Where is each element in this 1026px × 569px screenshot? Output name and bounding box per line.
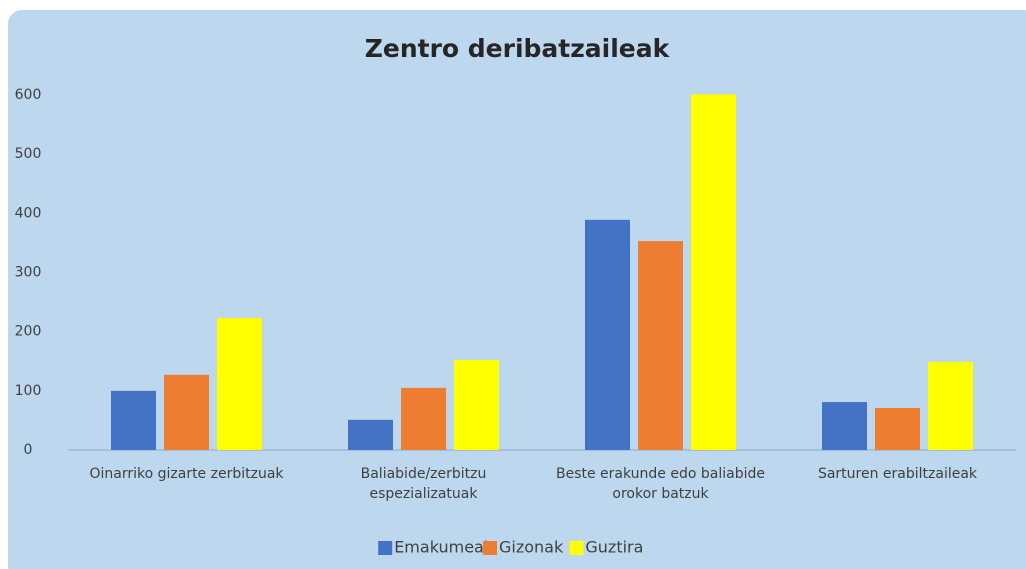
bar [401, 387, 446, 450]
y-tick-label: 400 [15, 205, 42, 221]
bar [691, 94, 736, 451]
bar [111, 390, 156, 450]
bar [822, 402, 867, 450]
x-tick-label: Baliabide/zerbitzu espezializatuak [360, 466, 487, 502]
x-tick-label: Oinarriko gizarte zerbitzuak [89, 466, 284, 482]
bar [638, 241, 683, 450]
y-tick-label: 500 [15, 146, 42, 162]
bar [928, 361, 973, 450]
chart-title: Zentro deribatzaileak [365, 34, 671, 63]
y-tick-label: 300 [15, 265, 42, 281]
bar [164, 374, 209, 450]
bar [875, 407, 920, 450]
y-tick-label: 100 [15, 383, 42, 399]
y-tick-label: 0 [24, 442, 33, 458]
chart-background [8, 10, 1026, 569]
bar [454, 360, 499, 450]
legend-label: Gizonak [499, 538, 564, 557]
legend-label: Guztira [585, 538, 643, 557]
bar [217, 318, 262, 450]
legend-swatch [378, 541, 393, 555]
legend-label: Emakumeak [394, 538, 494, 557]
legend-swatch [569, 541, 584, 555]
y-tick-label: 600 [15, 87, 42, 103]
legend-swatch [483, 541, 497, 555]
y-tick-label: 200 [15, 324, 42, 340]
x-tick-label: Sarturen erabiltzaileak [817, 466, 978, 482]
x-tick-label: Beste erakunde edo baliabide orokor batz… [555, 466, 765, 502]
bar [585, 219, 630, 450]
bar [348, 419, 393, 450]
